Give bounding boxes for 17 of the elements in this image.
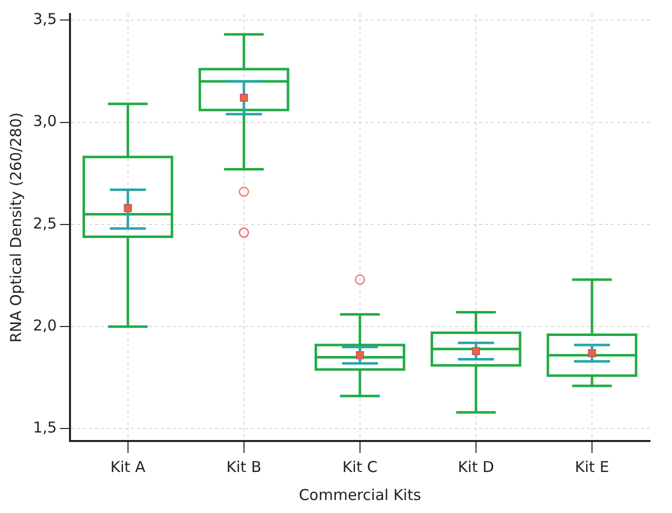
x-tick-label: Kit C: [342, 458, 378, 476]
x-tick-label: Kit D: [458, 458, 494, 476]
point: [472, 347, 480, 356]
point: [124, 204, 132, 212]
point: [356, 351, 364, 360]
y-tick-label: 2,5: [32, 214, 57, 232]
y-tick-label: 3,0: [32, 112, 57, 130]
point: [240, 94, 248, 102]
y-tick-label: 2,0: [32, 316, 57, 334]
x-axis-title: Commercial Kits: [298, 486, 422, 504]
point: [588, 349, 596, 358]
x-tick-label: Kit A: [110, 458, 146, 476]
y-axis-title: RNA Optical Density (260/280): [6, 112, 25, 343]
x-tick-label: Kit E: [574, 458, 610, 476]
y-tick-label: 1,5: [32, 418, 57, 437]
x-tick-label: Kit B: [226, 458, 262, 476]
y-tick-label: 3,5: [32, 10, 57, 28]
